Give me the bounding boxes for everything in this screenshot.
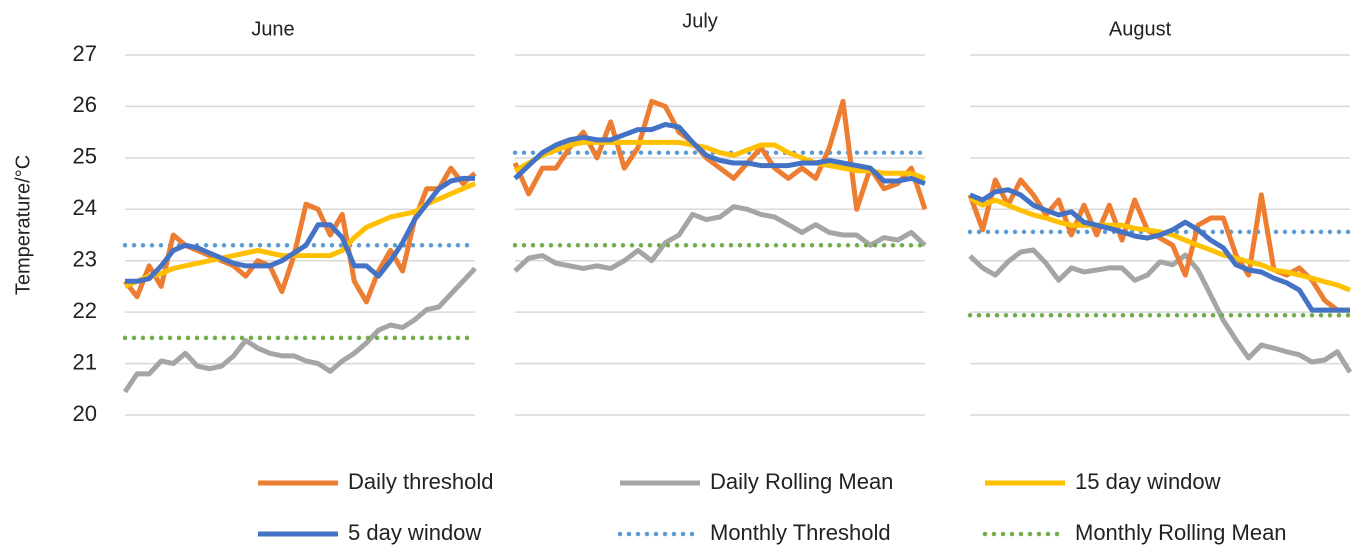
series-line [513, 139, 926, 181]
series-line [125, 175, 475, 284]
y-axis-label: Temperature/°C [12, 155, 34, 295]
series-line [512, 98, 928, 212]
y-tick-label: 20 [73, 401, 97, 426]
series-line [513, 204, 927, 273]
series-line [513, 121, 926, 186]
legend-label: Monthly Rolling Mean [1075, 520, 1287, 545]
series-line [968, 247, 1353, 374]
y-tick-label: 21 [73, 349, 97, 374]
legend-label: 5 day window [348, 520, 481, 545]
series-line [967, 177, 1350, 313]
y-tick-label: 27 [73, 41, 97, 66]
legend-label: 15 day window [1075, 469, 1221, 494]
legend-label: Daily threshold [348, 469, 494, 494]
legend-label: Monthly Threshold [710, 520, 891, 545]
series-line [122, 266, 477, 394]
panel-title: July [682, 10, 718, 32]
y-tick-label: 25 [73, 144, 97, 169]
y-tick-label: 26 [73, 92, 97, 117]
series-line [124, 181, 476, 289]
y-tick-label: 22 [73, 298, 97, 323]
series-line [123, 165, 477, 305]
legend-label: Daily Rolling Mean [710, 469, 893, 494]
panel-title: August [1109, 18, 1172, 40]
y-tick-label: 23 [73, 247, 97, 272]
y-tick-label: 24 [73, 195, 97, 220]
series-line [968, 195, 1351, 293]
panel-title: June [251, 18, 294, 40]
series-line [969, 187, 1350, 313]
